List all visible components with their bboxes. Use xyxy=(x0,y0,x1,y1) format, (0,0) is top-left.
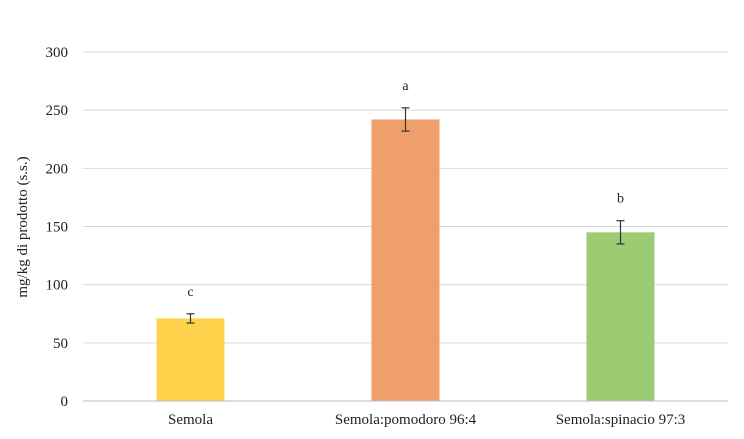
significance-letters: c a b xyxy=(187,79,624,300)
error-bars xyxy=(186,107,625,324)
y-tick-label: 150 xyxy=(46,220,69,236)
y-tick-label: 100 xyxy=(46,278,69,294)
y-tick-label: 200 xyxy=(46,161,69,177)
significance-letter: b xyxy=(617,192,624,207)
y-tick-label: 50 xyxy=(53,336,68,352)
y-axis-label: mg/kg di prodotto (s.s.) xyxy=(15,156,31,297)
significance-letter: a xyxy=(402,79,409,94)
error-bar xyxy=(186,313,195,324)
bars xyxy=(156,119,655,402)
x-axis-categories: Semola Semola:pomodoro 96:4 Semola:spinaci… xyxy=(168,412,685,428)
bar-3 xyxy=(586,232,655,401)
y-axis-ticks: 0 50 100 150 200 250 300 xyxy=(46,45,69,410)
x-category-label: Semola:spinacio 97:3 xyxy=(556,412,686,428)
significance-letter: c xyxy=(187,285,193,300)
error-bar xyxy=(616,220,625,245)
x-category-label: Semola:pomodoro 96:4 xyxy=(335,412,477,428)
bar-1 xyxy=(156,318,225,401)
y-tick-label: 300 xyxy=(46,45,69,61)
x-category-label: Semola xyxy=(168,412,213,428)
y-tick-label: 0 xyxy=(61,394,69,410)
bar-2 xyxy=(371,119,440,402)
error-bar xyxy=(401,107,410,132)
y-tick-label: 250 xyxy=(46,103,69,119)
